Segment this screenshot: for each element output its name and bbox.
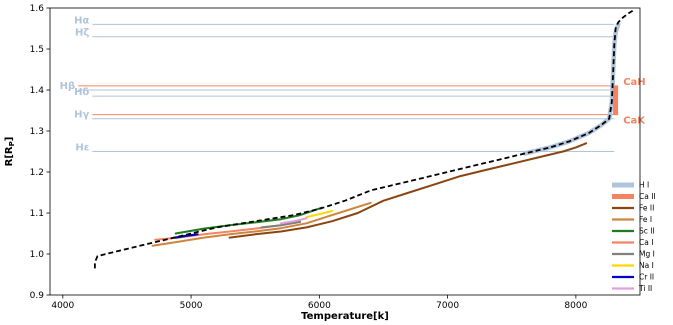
y-tick-label-1: 1.0 <box>30 250 45 260</box>
reference-label-h: Hζ <box>75 28 89 39</box>
legend-label-ca-i: Ca I <box>639 238 653 247</box>
y-axis-title-subscript: P <box>8 141 16 146</box>
series-sc-ii <box>174 206 323 235</box>
reference-label-h: Hγ <box>74 110 89 121</box>
series-na-i <box>305 210 334 219</box>
x-tick-label-5000: 5000 <box>180 301 203 311</box>
reference-label-h: Hδ <box>74 87 89 98</box>
legend-label-h-i: H I <box>639 181 649 190</box>
axes-layer: 4000 5000 6000 7000 8000 0.9 1.0 1.1 1.2 1.3 1.4 1.… <box>4 4 588 322</box>
legend: H I Ca II Fe II Fe I Sc II Ca I Mg I Na I Cr II T… <box>612 181 656 293</box>
legend-label-na-i: Na I <box>639 261 654 270</box>
legend-label-fe-i: Fe I <box>639 215 652 224</box>
legend-label-ti-ii: Ti II <box>638 284 652 293</box>
y-tick-label-1-3: 1.3 <box>30 127 44 137</box>
x-tick-label-4000: 4000 <box>51 301 74 311</box>
x-tick-label-6000: 6000 <box>308 301 331 311</box>
series-fe-ii <box>228 142 588 239</box>
reference-label-cak: CaK <box>623 116 646 127</box>
series-h-i <box>522 22 621 156</box>
legend-label-sc-ii: Sc II <box>639 227 655 236</box>
series-ti-ii <box>279 217 308 225</box>
profile-layer <box>94 9 635 269</box>
x-tick-label-8000: 8000 <box>564 301 587 311</box>
profile-dashed-line <box>94 9 635 269</box>
series-fe-i <box>151 201 372 247</box>
y-tick-label-1-4: 1.4 <box>30 86 45 96</box>
x-axis-title: Temperature[k] <box>301 311 389 322</box>
x-tick-label-7000: 7000 <box>436 301 459 311</box>
series-mg-i <box>260 221 302 229</box>
reference-label-h: Hε <box>75 143 89 154</box>
y-axis-title: R[RP] <box>4 137 16 167</box>
y-tick-label-1-5: 1.5 <box>30 45 44 55</box>
legend-label-ca-ii: Ca II <box>639 192 656 201</box>
reference-label-h: Hα <box>74 15 89 26</box>
legend-label-cr-ii: Cr II <box>639 273 654 282</box>
y-tick-label-0-9: 0.9 <box>30 291 45 301</box>
series-layer <box>151 22 621 247</box>
legend-label-mg-i: Mg I <box>639 250 655 259</box>
y-axis-title-close: ] <box>4 137 15 142</box>
reference-label-h: Hβ <box>60 81 76 92</box>
y-tick-label-1-1: 1.1 <box>30 209 44 219</box>
legend-label-fe-ii: Fe II <box>639 204 654 213</box>
plot-frame <box>49 7 641 296</box>
y-tick-label-1-6: 1.6 <box>30 4 45 14</box>
reference-label-cah: CaH <box>623 77 645 88</box>
y-tick-label-1-2: 1.2 <box>30 168 44 178</box>
